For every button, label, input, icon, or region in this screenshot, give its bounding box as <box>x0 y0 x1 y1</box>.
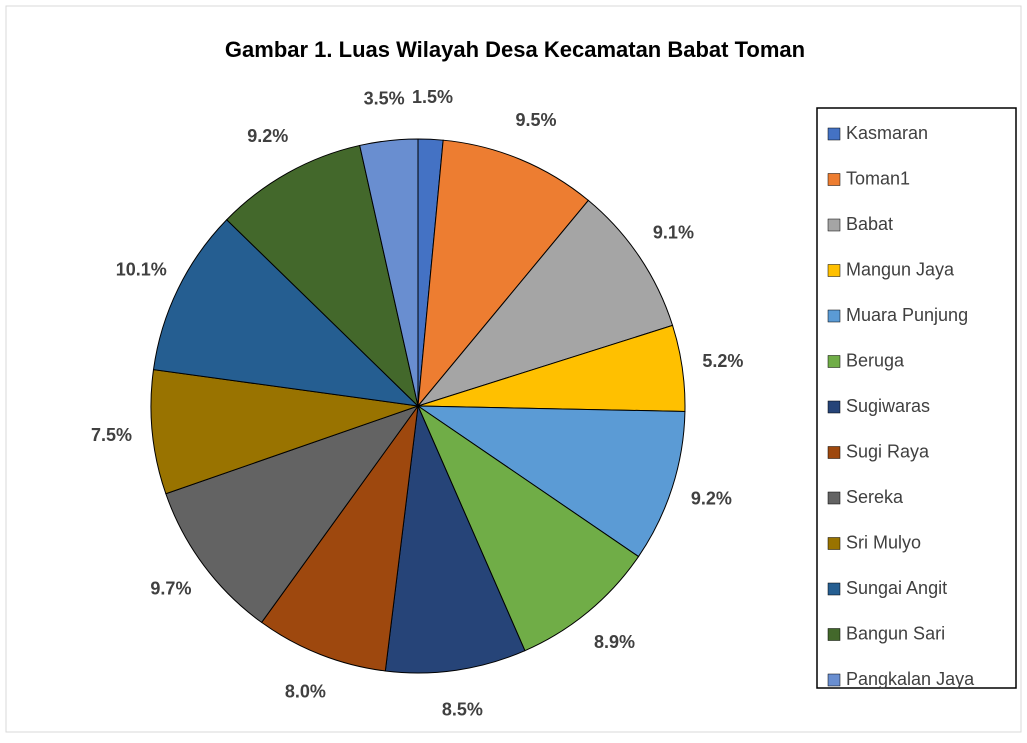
data-label: 8.0% <box>285 681 326 701</box>
legend-label: Beruga <box>846 350 905 370</box>
legend-swatch <box>827 309 841 323</box>
legend-label: Sugiwaras <box>846 396 930 416</box>
legend-box <box>816 107 1017 689</box>
pie-slice <box>416 405 686 558</box>
legend-swatch <box>827 264 841 277</box>
data-label: 7.5% <box>91 425 132 445</box>
legend-label: Pangkalan Jaya <box>846 669 975 689</box>
legend-swatch <box>827 127 841 141</box>
pie-slice <box>225 144 419 408</box>
legend-label: Sugi Raya <box>846 441 930 461</box>
data-label: 9.2% <box>247 126 288 146</box>
data-label: 3.5% <box>364 89 405 109</box>
data-label: 10.1% <box>116 260 167 280</box>
legend-swatch <box>827 582 841 596</box>
pie-slice <box>416 404 640 652</box>
pie-slice <box>152 219 420 407</box>
legend-label: Muara Punjung <box>846 305 968 325</box>
pie-slice <box>359 138 419 407</box>
legend-swatch <box>827 400 841 414</box>
legend-label: Toman1 <box>846 168 910 188</box>
legend-swatch <box>827 446 841 459</box>
pie-slice <box>165 405 420 624</box>
legend-label: Mangun Jaya <box>846 259 955 279</box>
pie-slice <box>416 199 674 407</box>
pie-slice <box>384 404 526 674</box>
legend-swatch <box>827 673 841 687</box>
pie-slice <box>417 139 590 408</box>
legend-swatch <box>827 355 841 368</box>
legend-label: Sereka <box>846 487 904 507</box>
data-label: 9.7% <box>150 579 191 599</box>
data-label: 9.5% <box>515 110 556 130</box>
pie-slice <box>260 405 419 672</box>
legend-swatch <box>827 537 841 550</box>
data-label: 1.5% <box>412 87 453 107</box>
legend-label: Sri Mulyo <box>846 532 921 552</box>
legend-swatch <box>827 628 841 641</box>
legend-swatch <box>827 218 841 232</box>
legend-swatch <box>827 491 841 505</box>
legend-swatch <box>827 173 841 186</box>
chart-title: Gambar 1. Luas Wilayah Desa Kecamatan Ba… <box>225 37 805 62</box>
legend-label: Kasmaran <box>846 123 928 143</box>
data-label: 9.2% <box>691 489 732 509</box>
data-label: 8.5% <box>442 700 483 720</box>
legend-label: Babat <box>846 214 893 234</box>
data-label: 8.9% <box>594 632 635 652</box>
data-label: 9.1% <box>653 223 694 243</box>
data-label: 5.2% <box>702 351 743 371</box>
legend-label: Bangun Sari <box>846 623 945 643</box>
pie-slice <box>150 369 419 495</box>
legend-label: Sungai Angit <box>846 578 947 598</box>
